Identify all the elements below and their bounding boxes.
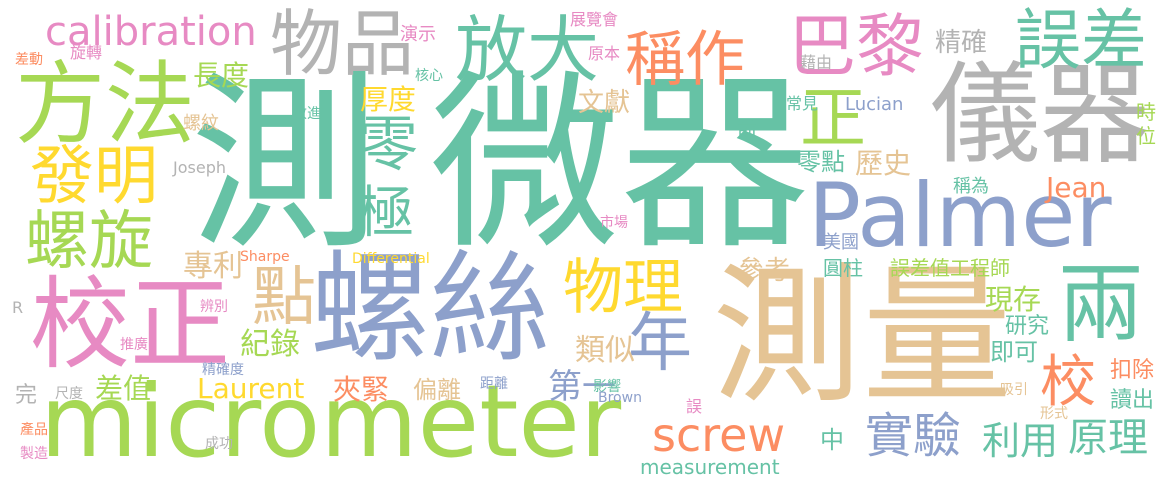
word-front-zh: 前: [737, 118, 757, 142]
word-jean: Jean: [1046, 171, 1107, 204]
word-complete-zh: 完: [15, 383, 38, 408]
word-rotate-zh: 旋轉: [70, 43, 103, 62]
word-ready-zh: 即可: [990, 338, 1038, 366]
word-micrometer-device-zh: 微器: [430, 54, 811, 275]
word-measure-zh: 測: [190, 54, 381, 275]
word-readout-zh: 讀出: [1110, 388, 1155, 413]
word-screw-zh: 螺絲: [310, 240, 550, 379]
word-calibration-zh: 校正: [30, 266, 230, 383]
word-history-zh: 歷史: [855, 147, 912, 180]
word-product-zh: 產品: [20, 422, 48, 438]
word-invention-zh: 發明: [30, 140, 158, 214]
word-instrument-zh: 儀器: [930, 51, 1150, 179]
word-lucian: Lucian: [845, 94, 904, 115]
word-deviation-zh: 偏離: [413, 376, 461, 404]
word-deduct-zh: 扣除: [1110, 358, 1155, 383]
word-calibration: calibration: [45, 9, 257, 55]
word-time-zh: 時: [1136, 100, 1156, 124]
word-error-zh: 誤差: [1015, 2, 1147, 79]
word-spiral-zh: 螺旋: [25, 205, 153, 279]
word-length-zh: 長度: [193, 59, 250, 92]
word-research-zh: 研究: [1005, 314, 1050, 339]
word-first-zh: 第一: [548, 367, 616, 407]
word-r: R: [12, 298, 24, 317]
word-principle-zh: 原理: [1068, 415, 1148, 461]
word-thickness-zh: 厚度: [360, 83, 417, 116]
word-influence-zh: 影響: [593, 379, 621, 395]
word-zero-zh: 零: [358, 110, 418, 180]
word-micrometer: micrometer: [40, 363, 622, 480]
word-sharpe: Sharpe: [240, 249, 290, 265]
word-exhibition-zh: 展覽會: [570, 10, 619, 29]
word-error-engineer-zh: 誤差值工程師: [890, 256, 1010, 280]
word-reference-zh: 參考: [738, 256, 791, 286]
word-school-zh: 校: [1040, 350, 1096, 415]
word-via-zh: 藉由: [800, 53, 833, 72]
word-similar-zh: 類似: [575, 333, 635, 368]
word-screw: screw: [652, 408, 786, 462]
word-precise-zh: 精確: [935, 28, 988, 58]
word-item-zh: 物品: [270, 2, 415, 86]
word-point-zh: 點: [252, 261, 316, 335]
word-market-zh: 市場: [600, 215, 628, 231]
word-measurement: measurement: [640, 455, 780, 479]
word-demo-zh: 演示: [400, 24, 436, 45]
word-paris-zh: 巴黎: [788, 8, 925, 87]
word-brown: Brown: [598, 390, 642, 406]
word-differential: Differential: [352, 251, 430, 267]
word-literature-zh: 文獻: [578, 88, 631, 118]
word-precision-zh: 精確度: [202, 362, 244, 378]
word-correct-zh: 正: [800, 80, 866, 157]
word-distinguish-zh: 辨別: [200, 299, 228, 315]
word-two-zh: 兩: [1058, 255, 1144, 355]
word-use-zh: 利用: [982, 419, 1059, 463]
word-scale-zh: 尺度: [55, 386, 83, 402]
word-called-zh: 稱作: [625, 25, 745, 95]
word-original-zh: 原本: [588, 44, 621, 63]
word-position-zh: 位: [1136, 124, 1156, 148]
word-distance-zh: 距離: [480, 376, 508, 392]
word-difference-zh: 差值: [95, 372, 152, 405]
word-method-zh: 方法: [15, 52, 195, 157]
word-clamp-zh: 夾緊: [333, 373, 390, 406]
word-thread-zh: 螺紋: [183, 113, 219, 134]
word-patent-zh: 專利: [183, 249, 243, 284]
word-form-zh: 形式: [1040, 406, 1068, 422]
word-physics-zh: 物理: [563, 253, 683, 323]
word-zero-point-zh: 零點: [797, 148, 845, 176]
word-mistake-zh: 誤: [683, 398, 702, 414]
word-middle-zh: 中: [820, 426, 844, 454]
word-promote-zh: 推廣: [120, 337, 148, 353]
word-magnify-zh: 放大: [455, 8, 600, 92]
word-differential-zh: 差動: [15, 52, 43, 68]
word-cylinder-zh: 圓柱: [823, 256, 863, 280]
word-pole-zh: 極: [358, 181, 414, 246]
word-laurent: Laurent: [197, 372, 305, 405]
word-joseph: Joseph: [173, 158, 226, 177]
word-core-zh: 核心: [415, 68, 443, 84]
word-year-zh: 年: [628, 307, 692, 381]
word-manufacture-zh: 製造: [20, 446, 48, 462]
word-common-zh: 常見: [786, 94, 819, 113]
word-success-zh: 成功: [205, 436, 233, 452]
word-called-as-zh: 稱為: [953, 176, 989, 197]
word-usa-zh: 美國: [823, 232, 859, 253]
word-experiment-zh: 實驗: [865, 408, 962, 464]
word-improve-zh: 改進: [293, 106, 321, 122]
word-measurement-zh: 測量: [712, 250, 1013, 424]
word-attract-zh: 吸引: [1000, 382, 1028, 398]
word-record-zh: 紀錄: [240, 327, 300, 362]
word-palmer: Palmer: [808, 164, 1112, 267]
word-existing-zh: 現存: [985, 283, 1042, 316]
